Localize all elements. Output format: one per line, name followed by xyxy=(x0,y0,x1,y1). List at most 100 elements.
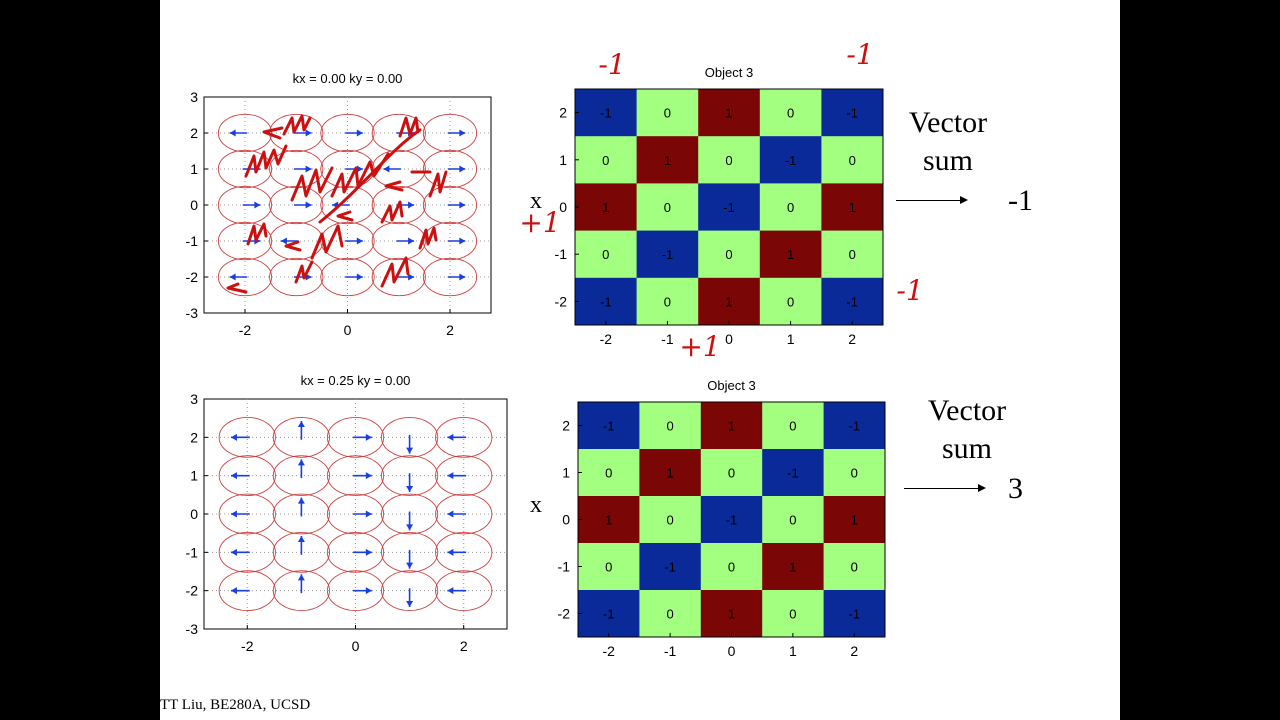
heatmap-cell xyxy=(823,449,886,497)
y-tick-label: -1 xyxy=(558,559,571,575)
ink-stroke xyxy=(290,166,334,202)
vector-arrowhead xyxy=(305,129,312,137)
vector-arrowhead xyxy=(406,486,414,493)
handwritten-number: -1 xyxy=(846,38,873,71)
ink-stroke xyxy=(262,126,284,140)
heatmap-cell-label: -1 xyxy=(600,106,612,121)
heatmap-cell xyxy=(636,183,699,232)
heatmap-cell xyxy=(821,183,884,232)
heatmap-cell xyxy=(578,402,640,450)
y-tick-label: 0 xyxy=(559,199,567,215)
spin-circle xyxy=(272,570,330,612)
heatmap-title: Object 3 xyxy=(707,378,755,393)
y-tick-label: -1 xyxy=(555,246,568,262)
x-tick-label: -1 xyxy=(661,331,674,347)
heatmap-cell-label: 1 xyxy=(851,513,858,528)
vector-arrowhead xyxy=(365,433,372,441)
heatmap-cell xyxy=(700,590,763,638)
heatmap-cell-label: 0 xyxy=(605,466,612,481)
vector-arrowhead xyxy=(297,497,305,504)
spin-circle xyxy=(272,493,330,535)
heatmap-cell-label: 1 xyxy=(849,200,856,215)
heatmap-cell xyxy=(639,449,702,497)
ink-stroke xyxy=(418,226,438,250)
heatmap-cell xyxy=(759,230,822,279)
heatmap-cell xyxy=(698,230,761,279)
vector-arrowhead xyxy=(230,587,237,595)
spin-circle xyxy=(381,531,439,573)
heatmap-cell-label: 0 xyxy=(666,513,673,528)
ink-stroke xyxy=(244,144,288,178)
heatmap-cell xyxy=(759,89,822,137)
y-tick-label: 1 xyxy=(562,465,570,481)
y-tick-label: -2 xyxy=(186,583,199,599)
y-tick-label: -1 xyxy=(186,233,199,249)
spin-circle xyxy=(381,570,439,612)
vector-sum-arrow-top xyxy=(896,196,968,204)
vector-arrowhead xyxy=(297,459,305,466)
quiver-plot-2: -2 0 2 3 2 1 0 -1 -2 -3 kx = 0.25 ky = 0.00 xyxy=(186,373,508,654)
ink-stroke xyxy=(336,210,354,222)
y-tick-label: 2 xyxy=(190,429,198,445)
heatmap-cell xyxy=(823,543,886,591)
y-tick-label: -2 xyxy=(558,606,571,622)
vector-arrowhead xyxy=(447,510,454,518)
heatmap-cell-label: 0 xyxy=(666,607,673,622)
heatmap-cell xyxy=(578,449,640,497)
heatmap-cell xyxy=(759,183,822,232)
heatmap-cell-label: -1 xyxy=(849,607,861,622)
handwritten-number: -1 xyxy=(896,274,923,307)
heatmap-cell xyxy=(759,277,822,326)
heatmap-cell-label: 0 xyxy=(664,294,671,309)
heatmap-cell xyxy=(636,277,699,326)
plot-title: kx = 0.00 ky = 0.00 xyxy=(293,71,403,86)
heatmap-cell-label: -1 xyxy=(603,419,615,434)
ink-stroke xyxy=(246,222,268,246)
vector-arrowhead xyxy=(406,601,414,608)
heatmap-title: Object 3 xyxy=(705,65,753,80)
spin-circle xyxy=(320,257,375,297)
x-tick-label: 0 xyxy=(352,638,360,654)
vector-arrowhead xyxy=(230,548,237,556)
spin-circle xyxy=(435,416,493,458)
spin-circle xyxy=(218,455,276,497)
ink-stroke xyxy=(294,260,314,284)
vector-arrowhead xyxy=(365,548,372,556)
spin-circle xyxy=(217,257,273,297)
spin-circle xyxy=(218,531,276,573)
ink-stroke xyxy=(226,282,248,294)
y-tick-label: 3 xyxy=(190,391,198,407)
heatmap-cell xyxy=(823,402,886,450)
heatmap-cell xyxy=(700,543,763,591)
heatmap-cell xyxy=(575,89,638,137)
heatmap-cell-label: 0 xyxy=(602,247,609,262)
heatmap-cell-label: -1 xyxy=(787,466,799,481)
x-tick-label: 2 xyxy=(850,643,858,659)
spin-circle xyxy=(371,113,426,153)
vector-arrowhead xyxy=(447,472,454,480)
plot-title: kx = 0.25 ky = 0.00 xyxy=(301,373,411,388)
heatmap-cell xyxy=(575,230,638,279)
spin-circle xyxy=(272,416,330,458)
x-axis-letter-top: x xyxy=(530,188,542,214)
spin-circle xyxy=(217,113,273,153)
vector-arrowhead xyxy=(406,447,414,454)
vector-arrowhead xyxy=(297,420,305,427)
spin-circle xyxy=(217,185,273,225)
spin-circle xyxy=(272,455,330,497)
spin-circle xyxy=(422,113,478,153)
vector-arrowhead xyxy=(356,129,363,137)
heatmap-cell xyxy=(700,496,763,544)
footer-credit: TT Liu, BE280A, UCSD xyxy=(160,697,311,713)
heatmap-cell-label: -1 xyxy=(846,106,858,121)
vector-arrowhead xyxy=(365,510,372,518)
heatmap-cell xyxy=(636,89,699,137)
heatmap-cell xyxy=(639,496,702,544)
y-tick-label: 3 xyxy=(190,89,198,105)
x-tick-label: 0 xyxy=(725,331,733,347)
heatmap-cell xyxy=(639,402,702,450)
y-tick-label: 1 xyxy=(190,468,198,484)
vector-arrowhead xyxy=(459,165,466,173)
heatmap-cell xyxy=(636,136,699,184)
heatmap-cell xyxy=(821,277,884,326)
